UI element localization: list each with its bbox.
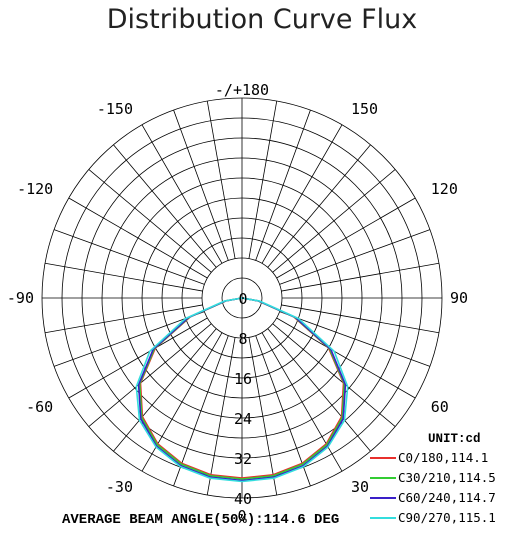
grid-spoke	[281, 304, 440, 334]
grid-spoke	[255, 335, 311, 487]
radial-tick-label: 0	[238, 290, 247, 308]
chart-title: Distribution Curve Flux	[106, 4, 418, 35]
grid-spoke	[53, 229, 205, 285]
legend: UNIT:cd C0/180,114.1 C30/210,114.5 C60/240…	[370, 432, 496, 525]
grid-spoke	[281, 262, 440, 292]
axis-labels: -/+180 150 -150 120 -120 90 -90 60 -60 30 -30 0 0 8 16…	[7, 81, 468, 525]
legend-entry: C90/270,115.1	[398, 510, 496, 525]
grid-spoke	[173, 335, 229, 487]
grid-spoke	[206, 100, 236, 259]
angle-label: 90	[450, 289, 468, 307]
radial-tick-label: 8	[238, 330, 247, 348]
grid-spoke	[272, 323, 396, 427]
angle-label: 60	[431, 398, 449, 416]
grid-spoke	[248, 337, 278, 496]
angle-label: 30	[351, 478, 369, 496]
grid-spoke	[141, 332, 223, 472]
grid-spoke	[267, 144, 371, 268]
grid-spoke	[88, 169, 212, 273]
series-curve	[135, 297, 349, 483]
grid-spoke	[88, 323, 212, 427]
grid-spoke	[141, 124, 223, 264]
beam-angle-footer: AVERAGE BEAM ANGLE(50%):114.6 DEG	[62, 512, 339, 528]
series-curve	[137, 297, 347, 482]
grid-spoke	[267, 328, 371, 452]
radial-tick-label: 40	[234, 490, 252, 508]
grid-spoke	[68, 317, 208, 399]
legend-entry: C30/210,114.5	[398, 470, 496, 485]
angle-label: -90	[7, 289, 34, 307]
angle-label: -150	[97, 100, 133, 118]
grid-spoke	[248, 100, 278, 259]
grid-spoke	[68, 197, 208, 279]
curves	[135, 297, 349, 483]
angle-label: -120	[17, 180, 53, 198]
radial-tick-label: 32	[234, 450, 252, 468]
radial-tick-label: 16	[234, 370, 252, 388]
grid-spoke	[261, 332, 343, 472]
polar-grid	[41, 97, 443, 499]
grid-spoke	[113, 328, 217, 452]
grid-spoke	[279, 311, 431, 367]
angle-label: -60	[26, 398, 53, 416]
legend-entry: C0/180,114.1	[398, 450, 488, 465]
grid-spoke	[261, 124, 343, 264]
grid-spoke	[276, 197, 416, 279]
angle-label: 120	[431, 180, 458, 198]
angle-label: 0	[237, 507, 246, 525]
grid-spoke	[44, 304, 203, 334]
grid-spoke	[272, 169, 396, 273]
angle-label: 150	[351, 100, 378, 118]
angle-label: -/+180	[215, 81, 269, 99]
unit-label: UNIT:cd	[428, 432, 481, 446]
legend-entry: C60/240,114.7	[398, 490, 496, 505]
grid-spoke	[206, 337, 236, 496]
grid-spoke	[279, 229, 431, 285]
grid-spoke	[44, 262, 203, 292]
grid-spoke	[276, 317, 416, 399]
grid-spoke	[113, 144, 217, 268]
grid-spoke	[173, 109, 229, 261]
grid-spoke	[255, 109, 311, 261]
grid-spoke	[53, 311, 205, 367]
angle-label: -30	[106, 478, 133, 496]
radial-tick-label: 24	[234, 410, 252, 428]
